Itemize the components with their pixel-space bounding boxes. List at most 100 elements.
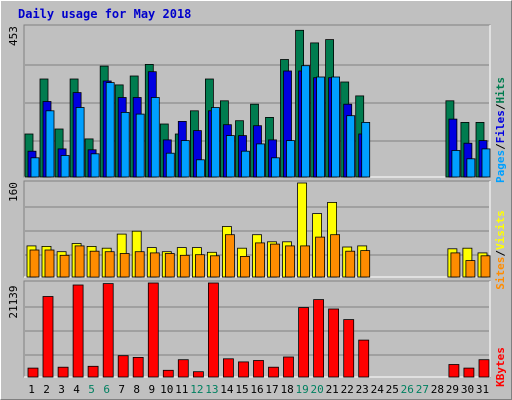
bar-kbytes-day-7 — [117, 355, 129, 378]
bar-sites-day-7 — [119, 253, 130, 278]
bar-pages-day-5 — [90, 153, 100, 178]
bar-sites-day-29 — [450, 252, 461, 278]
bar-kbytes-day-23 — [358, 339, 370, 378]
x-tick-label-14: 14 — [220, 383, 234, 396]
x-tick-label-9: 9 — [148, 383, 155, 396]
bar-pages-day-21 — [331, 76, 341, 178]
legend-separator: / — [494, 250, 507, 257]
x-tick-label-26: 26 — [401, 383, 414, 396]
bar-pages-day-13 — [210, 107, 220, 178]
legend-entry-pages: Pages — [494, 150, 507, 183]
bar-kbytes-day-17 — [268, 366, 279, 378]
bar-pages-day-1 — [30, 157, 40, 178]
bar-kbytes-day-4 — [72, 284, 84, 378]
bar-kbytes-day-3 — [57, 366, 69, 378]
bar-kbytes-day-6 — [102, 283, 114, 378]
bar-pages-day-15 — [241, 150, 250, 178]
x-tick-label-25: 25 — [386, 383, 399, 396]
bar-pages-day-9 — [150, 97, 160, 178]
bar-sites-day-30 — [465, 260, 476, 278]
x-tick-label-20: 20 — [310, 383, 323, 396]
bar-kbytes-day-19 — [298, 307, 310, 378]
x-tick-label-28: 28 — [431, 383, 444, 396]
bar-pages-day-22 — [346, 115, 356, 178]
x-tick-label-11: 11 — [175, 383, 188, 396]
x-tick-label-4: 4 — [73, 383, 80, 396]
bar-sites-day-5 — [89, 250, 100, 278]
x-tick-label-19: 19 — [295, 383, 308, 396]
x-tick-label-15: 15 — [235, 383, 248, 396]
x-tick-label-31: 31 — [476, 383, 489, 396]
bar-sites-day-16 — [255, 242, 265, 278]
x-tick-label-27: 27 — [416, 383, 429, 396]
bar-sites-day-20 — [315, 236, 326, 278]
bar-kbytes-day-8 — [132, 356, 144, 378]
y-max-label: 453 — [7, 26, 20, 46]
x-tick-label-13: 13 — [205, 383, 218, 396]
x-tick-label-30: 30 — [461, 383, 474, 396]
bar-sites-day-3 — [59, 254, 70, 278]
bar-sites-day-13 — [209, 255, 220, 278]
x-tick-label-7: 7 — [118, 383, 125, 396]
x-tick-label-22: 22 — [341, 383, 354, 396]
x-tick-label-5: 5 — [88, 383, 95, 396]
panel-visits-sites: 160 Sites/Visits — [7, 180, 507, 290]
bar-pages-day-30 — [466, 158, 476, 178]
legend-entry-files: Files — [494, 110, 507, 143]
bar-kbytes-day-1 — [27, 367, 39, 378]
bar-sites-day-18 — [285, 245, 295, 278]
bar-kbytes-day-9 — [147, 282, 159, 378]
bar-pages-day-4 — [75, 107, 85, 178]
bar-kbytes-day-10 — [162, 369, 174, 378]
bar-sites-day-11 — [179, 254, 190, 278]
bar-kbytes-day-2 — [42, 296, 54, 378]
bar-sites-day-31 — [480, 255, 491, 278]
bar-kbytes-day-11 — [177, 359, 189, 378]
bar-sites-day-1 — [29, 249, 40, 278]
bar-sites-day-9 — [149, 252, 160, 278]
x-tick-label-8: 8 — [133, 383, 140, 396]
bar-sites-day-2 — [44, 249, 55, 278]
bar-kbytes-day-14 — [222, 358, 234, 378]
bar-kbytes-day-5 — [87, 365, 99, 378]
bar-pages-day-10 — [165, 152, 175, 178]
x-tick-label-21: 21 — [326, 383, 339, 396]
bar-kbytes-day-29 — [448, 364, 460, 378]
bar-kbytes-day-20 — [313, 299, 325, 378]
bar-kbytes-day-31 — [478, 359, 490, 378]
bar-pages-day-17 — [271, 157, 280, 178]
bar-pages-day-16 — [256, 143, 265, 178]
x-tick-label-12: 12 — [190, 383, 203, 396]
bar-pages-day-20 — [316, 76, 326, 178]
bar-kbytes-day-16 — [253, 360, 264, 378]
x-tick-label-24: 24 — [371, 383, 385, 396]
bar-sites-day-17 — [270, 243, 280, 278]
legend-kbytes: KBytes — [494, 347, 507, 387]
panel-kbytes: 21139 KBytes — [7, 280, 507, 387]
bar-pages-day-29 — [451, 150, 461, 178]
bar-pages-day-14 — [225, 135, 235, 178]
x-tick-label-23: 23 — [356, 383, 369, 396]
x-tick-label-17: 17 — [265, 383, 278, 396]
bar-kbytes-day-22 — [343, 319, 355, 378]
bar-pages-day-23 — [361, 122, 371, 178]
bar-sites-day-14 — [224, 234, 235, 278]
x-tick-label-29: 29 — [446, 383, 459, 396]
x-tick-label-1: 1 — [28, 383, 35, 396]
bar-sites-day-15 — [240, 255, 250, 278]
y-max-label: 160 — [7, 182, 20, 202]
bar-sites-day-23 — [360, 250, 371, 278]
bar-pages-day-18 — [286, 140, 295, 178]
bar-kbytes-day-15 — [238, 361, 249, 378]
bar-kbytes-day-30 — [463, 367, 475, 378]
x-tick-label-3: 3 — [58, 383, 65, 396]
x-tick-label-16: 16 — [250, 383, 263, 396]
x-tick-label-10: 10 — [160, 383, 173, 396]
bar-kbytes-day-21 — [328, 308, 340, 378]
legend-entry-visits: Visits — [494, 210, 507, 250]
legend-separator: / — [494, 103, 507, 110]
bar-pages-day-19 — [301, 65, 311, 178]
x-tick-label-18: 18 — [280, 383, 293, 396]
